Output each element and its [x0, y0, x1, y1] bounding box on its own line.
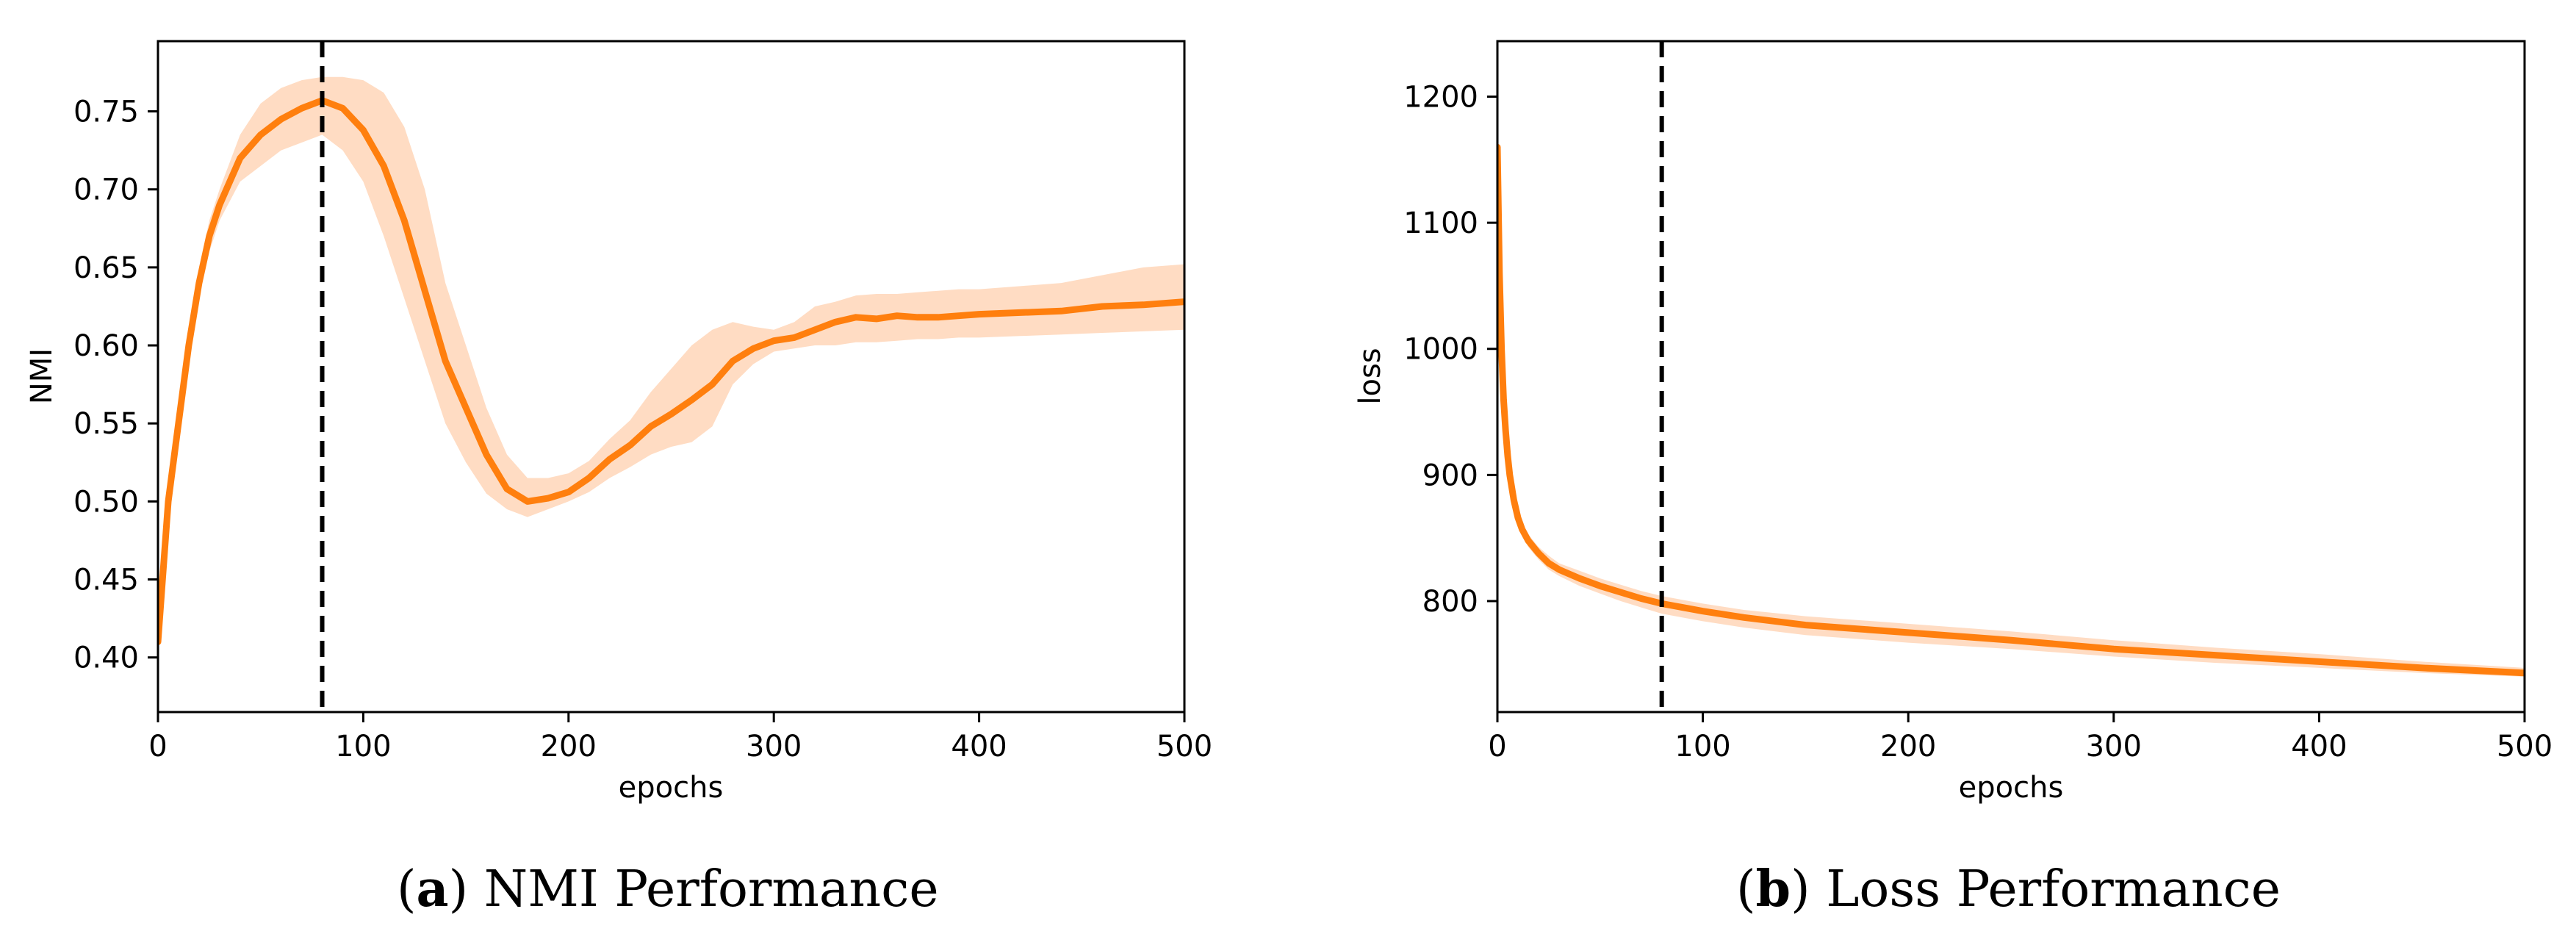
nmi-x-tick-label: 300 — [746, 730, 802, 763]
loss-x-tick-label: 500 — [2497, 730, 2552, 763]
nmi-x-tick-label: 500 — [1156, 730, 1212, 763]
loss-axes-frame — [1496, 40, 2526, 714]
nmi-y-tick-label: 0.60 — [73, 329, 139, 363]
loss-mean-line — [1497, 143, 2525, 677]
nmi-mean-line — [158, 97, 1184, 645]
nmi-y-tick-label: 0.50 — [73, 485, 139, 519]
nmi-x-tick-label: 400 — [951, 730, 1007, 763]
nmi-x-tick-label: 0 — [148, 730, 167, 763]
nmi-x-tick-label: 100 — [335, 730, 391, 763]
nmi-x-axis-label: epochs — [619, 771, 724, 805]
loss-y-tick-label: 800 — [1422, 585, 1478, 619]
nmi-y-tick-label: 0.45 — [73, 564, 139, 597]
loss-y-tick-label: 1000 — [1403, 333, 1478, 367]
loss-x-tick-label: 100 — [1674, 730, 1730, 763]
nmi-x-tick-label: 200 — [541, 730, 597, 763]
caption-a: (a) NMI Performance — [397, 860, 939, 919]
loss-x-axis: 0 100 200 300 400 500 — [1488, 712, 2552, 763]
nmi-y-tick-label: 0.55 — [73, 407, 139, 441]
loss-x-tick-label: 200 — [1880, 730, 1936, 763]
caption-a-letter: a — [416, 860, 449, 919]
loss-x-tick-label: 300 — [2086, 730, 2142, 763]
nmi-y-tick-label: 0.75 — [73, 96, 139, 129]
loss-y-axis-label: loss — [1353, 348, 1387, 404]
loss-x-axis-label: epochs — [1959, 771, 2064, 805]
caption-b-text: Loss Performance — [1826, 860, 2281, 919]
loss-plot-area — [1497, 41, 2525, 712]
nmi-y-tick-label: 0.70 — [73, 173, 139, 207]
loss-y-tick-label: 1100 — [1403, 206, 1478, 240]
loss-chart: 0 100 200 300 400 500 800 900 1000 1100 1200 epoc… — [1353, 40, 2552, 805]
nmi-plot-area — [158, 41, 1184, 712]
loss-y-tick-label: 900 — [1422, 459, 1478, 492]
nmi-axes-frame — [156, 40, 1186, 714]
caption-a-text: NMI Performance — [483, 860, 939, 919]
loss-y-axis: 800 900 1000 1100 1200 — [1403, 81, 1497, 619]
nmi-confidence-band — [158, 76, 1184, 658]
nmi-y-axis: 0.40 0.45 0.50 0.55 0.60 0.65 0.70 0.75 — [73, 96, 158, 675]
nmi-y-tick-label: 0.65 — [73, 251, 139, 285]
nmi-chart: 0 100 200 300 400 500 0.40 0.45 0.50 0.55 0.60 0.6… — [25, 40, 1212, 805]
caption-b-letter: b — [1755, 860, 1791, 919]
loss-y-tick-label: 1200 — [1403, 81, 1478, 115]
nmi-y-tick-label: 0.40 — [73, 642, 139, 675]
loss-x-tick-label: 0 — [1488, 730, 1506, 763]
nmi-x-axis: 0 100 200 300 400 500 — [148, 712, 1212, 763]
nmi-y-axis-label: NMI — [25, 348, 59, 404]
loss-x-tick-label: 400 — [2291, 730, 2347, 763]
loss-confidence-band — [1497, 147, 2525, 677]
caption-b: (b) Loss Performance — [1736, 860, 2281, 919]
